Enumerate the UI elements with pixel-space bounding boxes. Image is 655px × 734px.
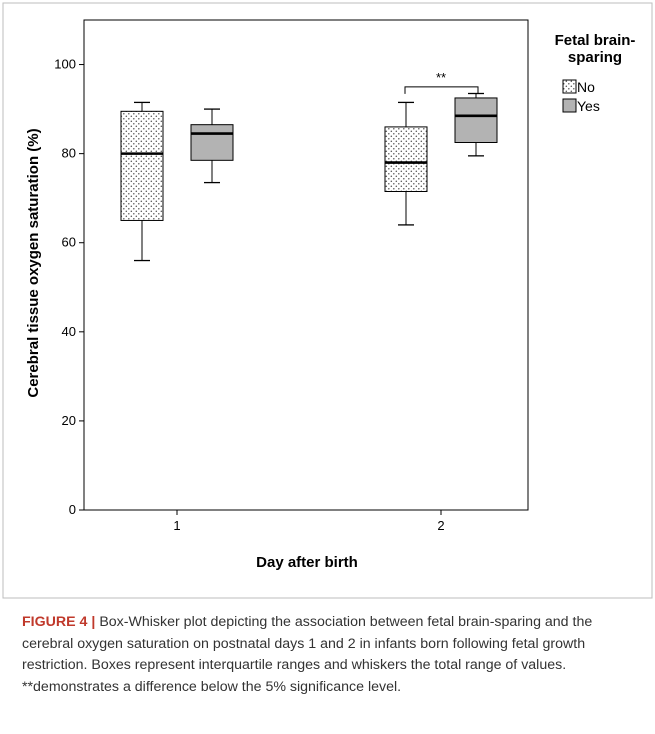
boxes (120, 92, 498, 262)
box-yes-day-1 (190, 108, 234, 184)
legend: Fetal brain- sparing No Yes (555, 32, 636, 114)
y-tick-label: 80 (62, 146, 76, 161)
box-iqr (120, 110, 164, 221)
y-tick-label: 0 (69, 502, 76, 517)
y-axis: 0 20 40 60 80 100 (54, 57, 84, 517)
legend-title-line-2: sparing (568, 49, 622, 66)
legend-swatch-yes (562, 98, 577, 113)
y-tick-label: 20 (62, 413, 76, 428)
caption-separator: | (91, 614, 96, 630)
figure-caption: FIGURE 4 | Box-Whisker plot depicting th… (22, 612, 637, 698)
box-iqr (454, 97, 498, 143)
legend-title-line-1: Fetal brain- (555, 32, 636, 49)
y-tick-label: 40 (62, 324, 76, 339)
legend-swatch-no (562, 79, 577, 94)
y-tick-label: 100 (54, 57, 76, 72)
caption-label: FIGURE 4 (22, 614, 88, 630)
box-no-day-2 (384, 101, 428, 226)
y-tick-label: 60 (62, 235, 76, 250)
figure-frame (2, 2, 653, 599)
significance-bracket (404, 86, 479, 94)
y-axis-title: Cerebral tissue oxygen saturation (%) (25, 128, 42, 397)
legend-label-yes: Yes (577, 98, 600, 114)
caption-text: Box-Whisker plot depicting the associati… (22, 614, 593, 695)
box-yes-day-2 (454, 92, 498, 157)
plot-area (83, 19, 529, 511)
x-tick-label: 2 (437, 518, 444, 533)
box-iqr (190, 124, 234, 161)
significance-label: ** (436, 70, 446, 85)
x-tick-label: 1 (173, 518, 180, 533)
box-no-day-1 (120, 101, 164, 262)
legend-label-no: No (577, 79, 595, 95)
x-axis-title: Day after birth (256, 554, 358, 571)
annotations: ** (404, 70, 479, 94)
box-iqr (384, 126, 428, 192)
